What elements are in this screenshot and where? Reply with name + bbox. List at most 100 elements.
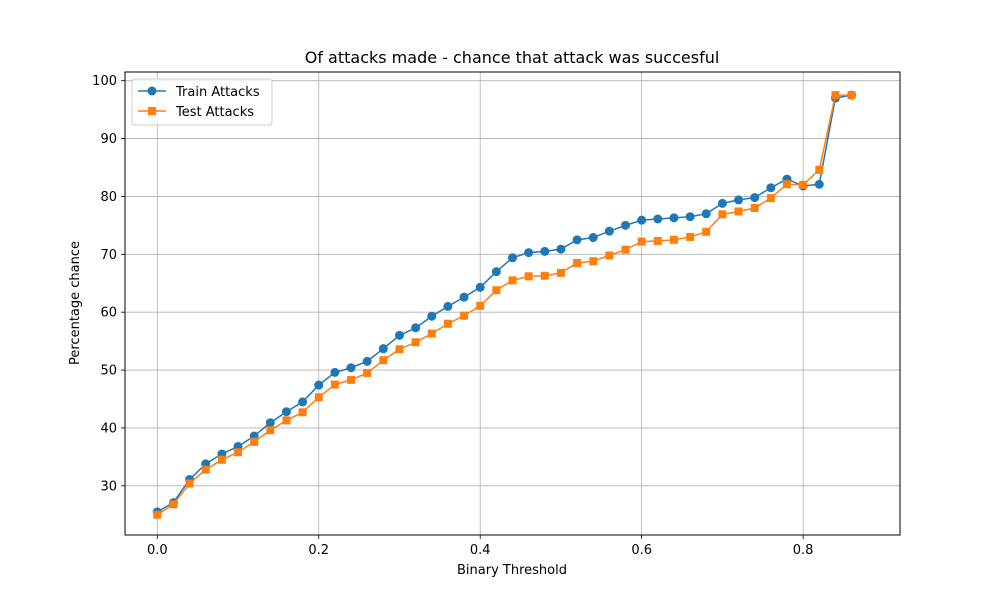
x-tick-label: 0.8 <box>793 543 814 558</box>
data-point-test-attacks <box>411 338 420 347</box>
data-point-train-attacks <box>524 248 534 258</box>
data-point-test-attacks <box>847 91 856 100</box>
data-point-test-attacks <box>443 319 452 328</box>
data-point-test-attacks <box>169 500 178 509</box>
data-point-train-attacks <box>298 397 308 407</box>
data-point-test-attacks <box>669 235 678 244</box>
data-point-train-attacks <box>427 311 437 321</box>
data-point-test-attacks <box>556 268 565 277</box>
data-point-train-attacks <box>685 212 695 222</box>
data-point-test-attacks <box>217 455 226 464</box>
data-point-test-attacks <box>201 465 210 474</box>
plot-series <box>152 90 857 519</box>
data-point-test-attacks <box>460 311 469 320</box>
data-point-train-attacks <box>508 253 517 263</box>
data-point-test-attacks <box>637 237 646 246</box>
y-tick-label: 40 <box>100 421 117 436</box>
data-point-train-attacks <box>330 367 340 377</box>
data-point-test-attacks <box>508 276 517 285</box>
data-point-train-attacks <box>362 356 372 366</box>
data-point-test-attacks <box>524 272 533 281</box>
data-point-test-attacks <box>589 257 598 266</box>
data-point-test-attacks <box>379 356 388 365</box>
data-point-train-attacks <box>621 220 631 230</box>
data-point-train-attacks <box>750 193 760 203</box>
legend-marker-test <box>148 107 156 115</box>
legend-marker-train <box>147 86 157 96</box>
data-point-test-attacks <box>718 210 727 219</box>
data-point-test-attacks <box>540 271 549 280</box>
data-point-train-attacks <box>346 363 356 373</box>
y-axis-label: Percentage chance <box>68 241 83 365</box>
data-point-test-attacks <box>573 258 582 267</box>
data-point-test-attacks <box>282 416 291 425</box>
data-point-train-attacks <box>411 323 421 333</box>
legend-box <box>131 78 273 126</box>
data-point-test-attacks <box>766 194 775 203</box>
x-tick-label: 0.6 <box>631 543 652 558</box>
data-point-test-attacks <box>476 301 485 310</box>
legend-label-train: Train Attacks <box>175 85 260 100</box>
data-point-test-attacks <box>234 448 243 457</box>
data-point-train-attacks <box>572 235 582 245</box>
data-point-test-attacks <box>314 393 323 402</box>
data-point-test-attacks <box>734 207 743 216</box>
data-point-train-attacks <box>588 233 598 243</box>
plot-frame <box>124 71 901 536</box>
x-tick-label: 0.4 <box>470 543 491 558</box>
data-point-test-attacks <box>782 180 791 189</box>
legend-label-test: Test Attacks <box>175 105 254 120</box>
data-point-train-attacks <box>491 267 501 277</box>
data-point-test-attacks <box>250 437 259 446</box>
data-point-test-attacks <box>653 236 662 245</box>
data-point-train-attacks <box>281 407 291 417</box>
data-point-train-attacks <box>701 209 711 219</box>
y-tick-label: 100 <box>92 74 117 89</box>
data-point-test-attacks <box>492 286 501 295</box>
data-point-test-attacks <box>686 232 695 241</box>
legend: Train Attacks Test Attacks <box>131 78 273 126</box>
data-point-train-attacks <box>394 330 404 340</box>
data-point-test-attacks <box>363 368 372 377</box>
data-point-train-attacks <box>734 195 744 205</box>
chart-title: Of attacks made - chance that attack was… <box>305 48 720 67</box>
data-point-test-attacks <box>266 426 275 435</box>
data-point-test-attacks <box>702 227 711 236</box>
data-point-test-attacks <box>799 180 808 189</box>
x-axis-ticks: 0.0 0.2 0.4 0.6 0.8 <box>147 535 814 558</box>
y-tick-label: 60 <box>100 306 117 321</box>
data-point-train-attacks <box>475 282 485 292</box>
data-point-test-attacks <box>621 245 630 254</box>
y-tick-label: 70 <box>100 248 117 263</box>
data-point-train-attacks <box>814 179 824 189</box>
data-point-test-attacks <box>395 345 404 354</box>
data-point-test-attacks <box>831 91 840 100</box>
data-point-train-attacks <box>717 198 727 208</box>
y-axis-ticks: 30 40 50 60 70 80 90 100 <box>92 74 125 494</box>
data-point-train-attacks <box>637 215 647 225</box>
data-point-test-attacks <box>427 329 436 338</box>
data-point-test-attacks <box>153 510 162 519</box>
data-point-train-attacks <box>556 244 566 254</box>
data-point-train-attacks <box>265 418 275 428</box>
data-point-train-attacks <box>766 183 776 193</box>
data-point-train-attacks <box>314 380 324 390</box>
data-point-train-attacks <box>459 292 469 302</box>
data-point-test-attacks <box>185 479 194 488</box>
data-point-test-attacks <box>330 380 339 389</box>
y-tick-label: 30 <box>100 479 117 494</box>
x-tick-label: 0.0 <box>147 543 168 558</box>
y-tick-label: 90 <box>100 132 117 147</box>
data-point-test-attacks <box>815 165 824 174</box>
data-point-train-attacks <box>604 226 614 236</box>
data-point-train-attacks <box>669 213 679 223</box>
y-tick-label: 50 <box>100 364 117 379</box>
x-axis-label: Binary Threshold <box>457 563 567 578</box>
y-tick-label: 80 <box>100 190 117 205</box>
data-point-test-attacks <box>750 204 759 213</box>
data-point-train-attacks <box>653 214 663 224</box>
data-point-train-attacks <box>378 344 388 354</box>
data-point-test-attacks <box>298 408 307 417</box>
data-point-train-attacks <box>540 246 550 256</box>
